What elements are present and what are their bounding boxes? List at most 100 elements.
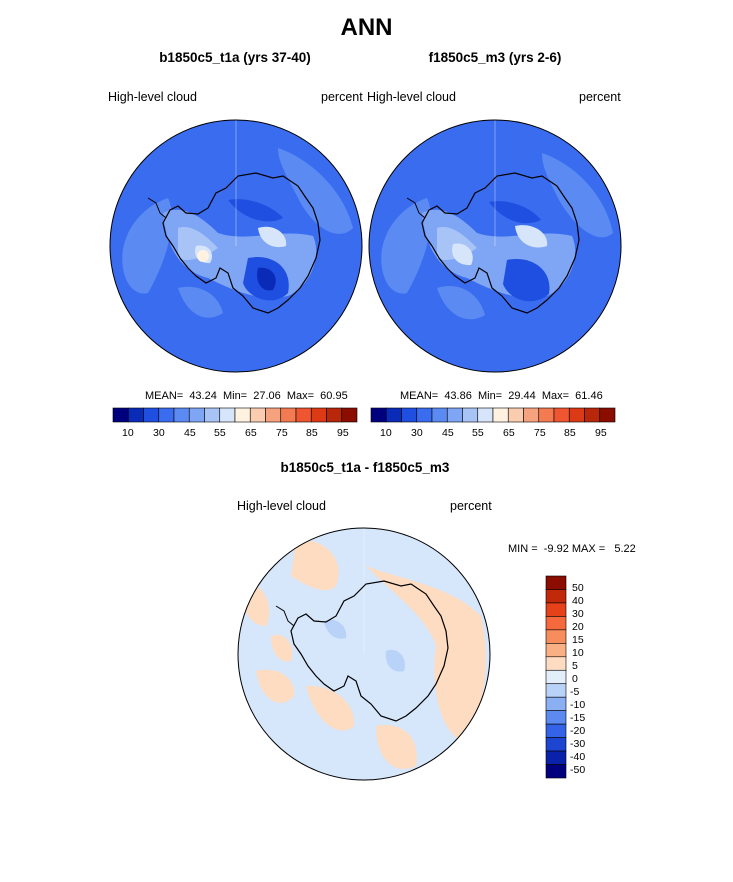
panel-1-title: b1850c5_t1a (yrs 37-40) <box>159 50 311 65</box>
panel-2-coastline <box>421 172 580 314</box>
diff-colorbar-label: 20 <box>572 621 584 633</box>
colorbar-swatch <box>545 669 567 685</box>
panel-2-title: f1850c5_m3 (yrs 2-6) <box>428 50 562 65</box>
panel-2-colorbar-label: 75 <box>534 427 546 439</box>
diff-field-negative <box>324 619 347 639</box>
panel-2-field-low-south <box>503 259 550 302</box>
diff-colorbar-label: -5 <box>570 686 580 698</box>
diff-peninsula-coast <box>275 605 295 627</box>
panel-2-colorbar-label: 65 <box>503 427 515 439</box>
colorbar-swatch <box>545 750 567 765</box>
diff-colorbar-label: 50 <box>572 582 584 594</box>
colorbar-swatch <box>545 616 567 631</box>
panel-2-variable-label: High-level cloud <box>367 90 456 104</box>
diff-field-positive <box>256 669 295 703</box>
colorbar-swatch <box>219 407 236 423</box>
panel-1-colorbar-label: 10 <box>122 427 134 439</box>
panel-1-colorbar-label: 85 <box>306 427 318 439</box>
colorbar-swatch <box>204 407 221 423</box>
panel-2-map <box>368 119 622 373</box>
panel-2-colorbar-label: 85 <box>564 427 576 439</box>
colorbar-swatch <box>280 407 297 423</box>
colorbar-swatch <box>341 407 358 423</box>
colorbar-swatch <box>584 407 601 423</box>
panel-1-field-northeast <box>278 148 353 234</box>
colorbar-swatch <box>127 407 144 423</box>
panel-1-field-low-north <box>228 199 283 222</box>
panel-2-field-northeast <box>542 153 613 238</box>
panel-2-field-west <box>381 198 431 294</box>
colorbar-swatch <box>545 589 567 604</box>
panel-1-peninsula-coast <box>147 197 167 219</box>
colorbar-swatch <box>545 602 567 617</box>
main-title: ANN <box>340 14 393 41</box>
colorbar-swatch <box>370 407 387 423</box>
colorbar-swatch <box>431 407 448 423</box>
colorbar-swatch <box>545 643 567 658</box>
panel-2-map-border <box>368 119 622 373</box>
colorbar-swatch <box>492 407 509 423</box>
colorbar-swatch <box>462 407 479 423</box>
colorbar-swatch <box>545 656 567 671</box>
panel-2-units-label: percent <box>579 90 621 104</box>
diff-field-positive <box>306 685 355 731</box>
panel-2-stats: MEAN= 43.86 Min= 29.44 Max= 61.46 <box>400 390 603 402</box>
diff-colorbar-label: -15 <box>570 712 586 724</box>
diff-colorbar-label: 10 <box>572 647 584 659</box>
colorbar-swatch <box>545 696 567 711</box>
diff-map-border <box>237 527 491 781</box>
colorbar-swatch <box>295 407 312 423</box>
diff-variable-label: High-level cloud <box>237 499 326 513</box>
colorbar-swatch <box>401 407 418 423</box>
panel-1-colorbar-label: 65 <box>245 427 257 439</box>
diff-colorbar-label: 0 <box>572 673 578 685</box>
diff-coastline <box>290 580 449 722</box>
panel-1-field-west <box>122 198 172 294</box>
panel-1-colorbar-label: 75 <box>276 427 288 439</box>
panel-2-field-south <box>437 286 485 320</box>
panel-1-units-label: percent <box>321 90 363 104</box>
colorbar-swatch <box>446 407 463 423</box>
colorbar-swatch <box>545 723 567 738</box>
colorbar-swatch <box>249 407 266 423</box>
diff-colorbar-label: -40 <box>570 751 586 763</box>
panel-2-field-low-north <box>489 201 541 224</box>
diff-stats: MIN = -9.92 MAX = 5.22 <box>508 543 636 555</box>
panel-2-colorbar-label: 95 <box>595 427 607 439</box>
colorbar-swatch <box>188 407 205 423</box>
colorbar-swatch <box>545 629 567 644</box>
diff-colorbar-label: -30 <box>570 738 586 750</box>
diff-panel-title: b1850c5_t1a - f1850c5_m3 <box>280 460 450 475</box>
panel-1-colorbar-label: 30 <box>153 427 165 439</box>
panel-2-colorbar-label: 45 <box>442 427 454 439</box>
diff-map <box>237 527 491 781</box>
panel-1-field-max <box>197 250 209 262</box>
colorbar-swatch <box>538 407 555 423</box>
diff-colorbar-label: -50 <box>570 764 586 776</box>
colorbar-swatch <box>143 407 160 423</box>
panel-1-field-min <box>257 267 276 291</box>
colorbar-swatch <box>310 407 327 423</box>
panel-1-coastline <box>162 172 321 314</box>
panel-1-variable-label: High-level cloud <box>108 90 197 104</box>
colorbar-swatch <box>599 407 616 423</box>
colorbar-swatch <box>545 710 567 725</box>
colorbar-swatch <box>545 575 567 590</box>
panel-2-colorbar-label: 10 <box>380 427 392 439</box>
colorbar-swatch <box>568 407 585 423</box>
panel-2-colorbar <box>370 407 616 423</box>
panel-2-field-high-west <box>452 243 473 266</box>
panel-1-colorbar <box>112 407 358 423</box>
diff-field-positive <box>376 725 417 770</box>
panel-1-colorbar-label: 95 <box>337 427 349 439</box>
panel-1-stats: MEAN= 43.24 Min= 27.06 Max= 60.95 <box>145 390 348 402</box>
colorbar-swatch <box>523 407 540 423</box>
diff-colorbar-label: 30 <box>572 608 584 620</box>
diff-colorbar-label: -20 <box>570 725 586 737</box>
diff-field-negative <box>385 649 405 672</box>
diff-field-positive <box>291 540 339 591</box>
panel-2-colorbar-label: 55 <box>472 427 484 439</box>
panel-1-field-high-east <box>258 226 287 248</box>
diff-units-label: percent <box>450 499 492 513</box>
colorbar-swatch <box>553 407 570 423</box>
